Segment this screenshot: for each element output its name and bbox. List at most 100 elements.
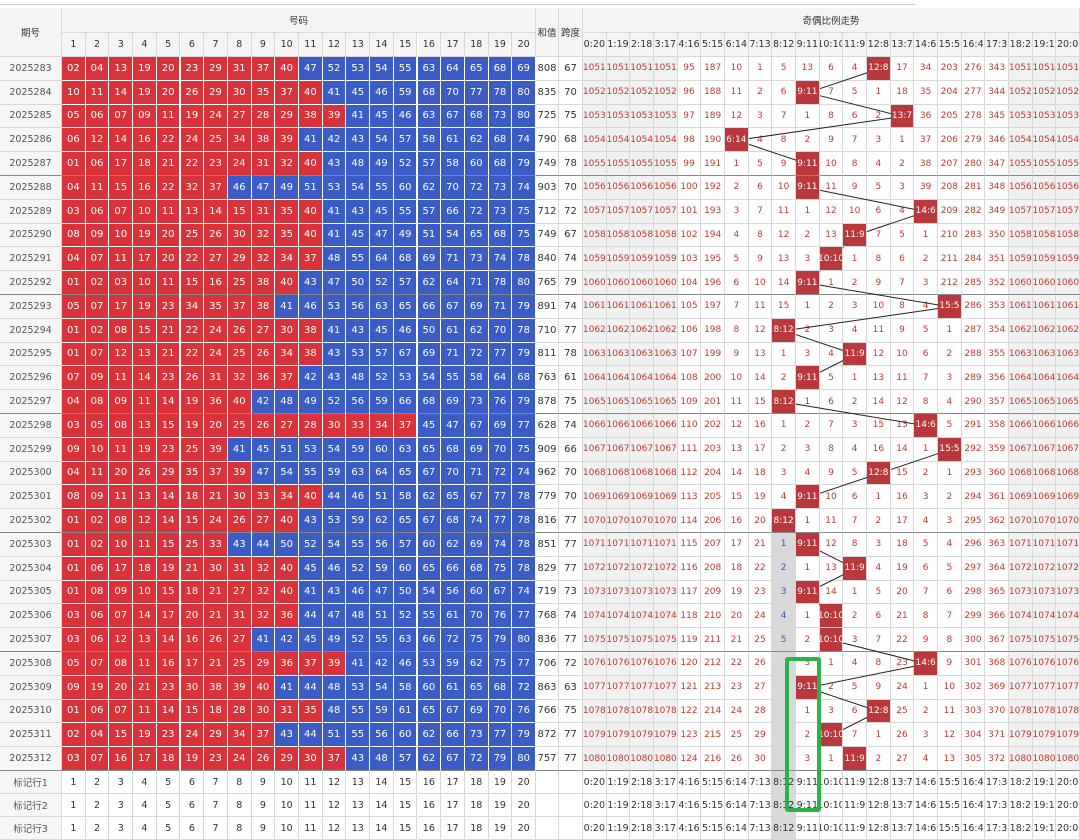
- trend-hit: 9:11: [796, 580, 820, 605]
- number-cell: 02: [85, 533, 110, 557]
- trend-cell: 1: [867, 485, 891, 510]
- number-cell: 30: [251, 699, 276, 724]
- number-cell: 41: [322, 318, 347, 343]
- trend-cell: 11: [819, 509, 844, 533]
- number-cell: 72: [464, 747, 489, 771]
- number-cell: 60: [464, 580, 489, 605]
- number-cell: 43: [227, 533, 252, 557]
- number-cell: 62: [441, 533, 465, 557]
- trend-cell: 1073: [606, 580, 631, 605]
- ratio-column-header: 17:3: [985, 33, 1009, 57]
- trend-cell: 1060: [1056, 271, 1080, 295]
- trend-cell: 5: [914, 318, 938, 343]
- number-cell: 68: [393, 247, 418, 272]
- marker-number: 18: [464, 817, 489, 840]
- number-cell: 20: [156, 247, 181, 272]
- trend-cell: 4: [772, 604, 796, 629]
- number-cell: 32: [251, 223, 276, 248]
- number-cell: 54: [370, 128, 394, 153]
- trend-cell: 1: [796, 604, 820, 629]
- number-cell: 71: [488, 295, 513, 319]
- number-cell: 05: [85, 414, 110, 438]
- trend-cell: 1064: [630, 366, 654, 391]
- trend-cell: 10: [748, 271, 773, 295]
- trend-cell: 1080: [606, 747, 631, 771]
- marker-ratio: 5:15: [701, 817, 725, 840]
- trend-cell: 1057: [583, 199, 607, 224]
- number-cell: 17: [133, 247, 157, 272]
- trend-cell: 30: [748, 747, 773, 771]
- trend-cell: 24: [748, 604, 773, 629]
- number-cell: 07: [109, 104, 134, 129]
- marker-ratio: 14:6: [914, 817, 938, 840]
- trend-cell: 27: [748, 675, 773, 700]
- number-cell: 45: [346, 223, 371, 248]
- number-cell: 06: [85, 556, 110, 581]
- number-cell: 68: [488, 128, 513, 153]
- number-cell: 75: [464, 628, 489, 652]
- trend-cell: 13: [796, 57, 820, 81]
- trend-cell: 1079: [654, 723, 678, 748]
- number-cell: 60: [417, 675, 442, 700]
- trend-cell: 304: [961, 723, 986, 748]
- number-cell: 08: [62, 223, 86, 248]
- number-cell: 22: [180, 318, 205, 343]
- number-cell: 36: [204, 390, 228, 414]
- ratio-column-header: 11:9: [843, 33, 867, 57]
- trend-cell: 1074: [583, 604, 607, 629]
- number-cell: 19: [85, 675, 110, 700]
- number-cell: 37: [393, 414, 418, 438]
- trend-cell: 1075: [1056, 628, 1080, 652]
- number-cell: 32: [251, 247, 276, 272]
- trend-cell: 344: [985, 80, 1009, 105]
- number-cell: 41: [346, 104, 371, 129]
- trend-cell: 280: [961, 152, 986, 176]
- trend-cell: 15: [725, 485, 749, 510]
- number-cell: 42: [322, 128, 347, 153]
- trend-cell: 16: [725, 509, 749, 533]
- trend-cell: 5: [748, 152, 773, 176]
- trend-cell: 1059: [606, 247, 631, 272]
- number-cell: 09: [133, 104, 157, 129]
- number-cell: 77: [512, 604, 536, 629]
- trend-cell: 4: [843, 437, 867, 462]
- number-cell: 50: [393, 580, 418, 605]
- number-column-header: 5: [156, 33, 181, 57]
- trend-cell: 2: [914, 247, 938, 272]
- trend-cell: 122: [677, 699, 702, 724]
- number-cell: 18: [180, 580, 205, 605]
- trend-cell: 1068: [654, 461, 678, 486]
- trend-cell: 8: [867, 652, 891, 676]
- ratio-column-header: 10:10: [819, 33, 844, 57]
- number-cell: 47: [251, 461, 276, 486]
- number-cell: 02: [85, 509, 110, 533]
- number-column-header: 2: [85, 33, 110, 57]
- trend-cell: 10: [772, 176, 796, 200]
- trend-cell: 1055: [1009, 152, 1033, 176]
- marker-ratio: 10:10: [819, 817, 844, 840]
- trend-cell: 192: [701, 176, 725, 200]
- trend-cell: 23: [890, 652, 915, 676]
- marker-ratio: 10:10: [819, 771, 844, 794]
- number-cell: 67: [441, 699, 465, 724]
- number-cell: 16: [156, 652, 181, 676]
- issue-cell: 2025305: [0, 580, 62, 605]
- trend-cell: 371: [985, 723, 1009, 748]
- trend-cell: 359: [985, 437, 1009, 462]
- marker-ratio: 15:5: [938, 817, 962, 840]
- number-cell: 13: [180, 199, 205, 224]
- marker-number: 15: [393, 794, 418, 817]
- trend-cell: 8: [819, 437, 844, 462]
- trend-cell: 1063: [630, 342, 654, 367]
- number-cell: 65: [441, 485, 465, 510]
- number-cell: 62: [464, 652, 489, 676]
- trend-cell: 212: [938, 271, 962, 295]
- trend-cell: 7: [938, 604, 962, 629]
- trend-cell: 1060: [606, 271, 631, 295]
- number-cell: 40: [275, 556, 299, 581]
- number-cell: 34: [275, 342, 299, 367]
- number-cell: 57: [417, 152, 442, 176]
- number-cell: 11: [133, 652, 157, 676]
- number-cell: 23: [180, 57, 205, 81]
- number-cell: 12: [109, 628, 134, 652]
